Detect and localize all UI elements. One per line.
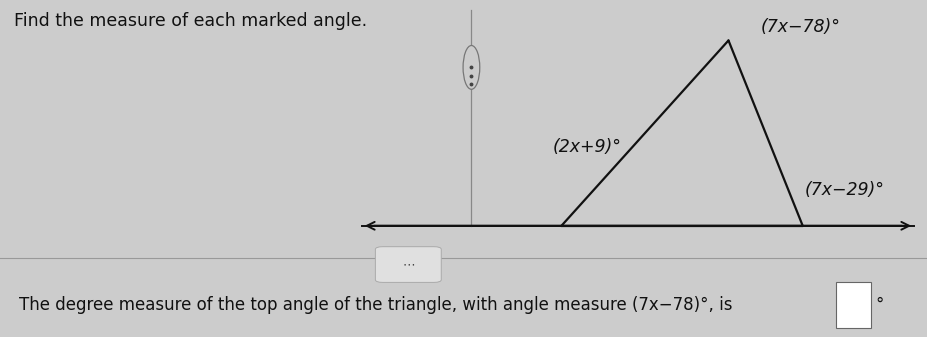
FancyBboxPatch shape [835,282,870,328]
Text: The degree measure of the top angle of the triangle, with angle measure (7x−78)°: The degree measure of the top angle of t… [19,296,731,314]
Text: Find the measure of each marked angle.: Find the measure of each marked angle. [14,12,367,30]
Text: (7x−29)°: (7x−29)° [804,181,883,200]
Text: (7x−78)°: (7x−78)° [760,18,840,36]
Text: ⋯: ⋯ [401,258,414,271]
Ellipse shape [463,45,479,89]
FancyBboxPatch shape [375,247,441,282]
Text: °: ° [874,296,883,314]
Text: (2x+9)°: (2x+9)° [552,137,620,156]
